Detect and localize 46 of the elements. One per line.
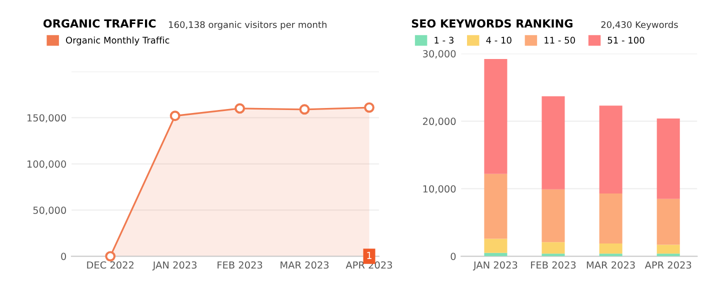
point <box>105 251 116 262</box>
bar <box>484 238 508 253</box>
bar <box>656 198 680 245</box>
x-tick-label: FEB 2023 <box>218 261 262 269</box>
legend-label: Organic Monthly Traffic <box>66 36 170 46</box>
bar <box>599 106 622 194</box>
bar <box>599 243 622 254</box>
legend-label: 4 - 10 <box>486 36 512 44</box>
chart-title: ORGANIC TRAFFIC <box>43 19 156 28</box>
y-tick-label: 0 <box>61 252 66 260</box>
y-tick-label: 100,000 <box>28 160 66 169</box>
x-tick-label: FEB 2023 <box>531 261 576 269</box>
chart-subtitle: 160,138 organic visitors per month <box>169 21 326 30</box>
chart-title: SEO KEYWORDS RANKING <box>412 19 572 28</box>
bar <box>542 254 565 256</box>
bar <box>484 59 508 174</box>
legend-label: 1 - 3 <box>434 36 454 44</box>
bar <box>542 242 565 254</box>
point <box>299 104 310 115</box>
bar <box>599 193 622 244</box>
chart-subtitle: 20,430 Keywords <box>601 21 678 30</box>
bar <box>599 254 622 256</box>
bar <box>656 118 680 199</box>
legend-label: 11 - 50 <box>544 36 575 44</box>
x-tick-label: JAN 2023 <box>152 261 197 270</box>
x-tick-label: MAR 2023 <box>280 261 329 269</box>
y-tick-label: 30,000 <box>423 50 456 58</box>
point <box>170 110 180 122</box>
y-tick-label: 150,000 <box>28 114 66 123</box>
bar <box>656 244 680 254</box>
y-tick-label: 0 <box>450 252 456 260</box>
annotation: 1 <box>367 252 372 259</box>
x-tick-label: JAN 2023 <box>472 261 518 270</box>
x-tick-label: MAR 2023 <box>586 261 635 269</box>
point <box>234 103 245 114</box>
bar <box>484 174 508 239</box>
bar <box>542 189 565 242</box>
y-tick-label: 10,000 <box>423 185 456 194</box>
point <box>364 102 374 113</box>
y-tick-label: 50,000 <box>33 206 66 215</box>
x-tick-label: DEC 2022 <box>87 261 134 269</box>
legend-label: 51 - 100 <box>608 36 644 44</box>
x-tick-label: APR 2023 <box>644 261 692 269</box>
bar <box>542 96 565 190</box>
bar <box>656 254 680 256</box>
y-tick-label: 20,000 <box>423 118 456 126</box>
